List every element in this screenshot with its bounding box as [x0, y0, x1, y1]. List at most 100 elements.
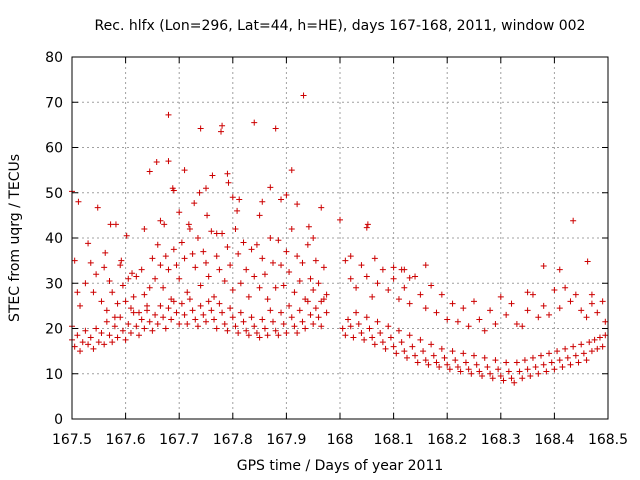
data-point [479, 373, 486, 380]
data-point [225, 179, 232, 186]
data-point [323, 309, 330, 316]
data-point [235, 330, 242, 337]
data-point [235, 250, 242, 257]
data-point [508, 375, 515, 382]
data-point [267, 235, 274, 241]
data-point [133, 323, 140, 330]
data-point [77, 302, 84, 309]
data-point [412, 273, 419, 280]
data-point [484, 363, 491, 370]
data-point [503, 359, 510, 366]
data-point [519, 375, 526, 382]
data-point [152, 275, 159, 282]
data-point [237, 280, 244, 287]
x-axis-label: GPS time / Days of year 2011 [237, 458, 444, 474]
data-point [457, 368, 464, 375]
data-point [353, 309, 360, 316]
data-point [283, 330, 290, 337]
data-point [364, 221, 371, 228]
data-point [189, 307, 196, 314]
data-point [203, 185, 209, 192]
data-point [111, 323, 118, 330]
data-point [138, 316, 145, 323]
data-point [310, 235, 317, 241]
data-point [337, 216, 343, 223]
data-point [304, 241, 311, 248]
data-point [102, 249, 109, 256]
data-point [118, 257, 125, 264]
data-point [243, 266, 250, 273]
data-point [513, 320, 520, 327]
data-point [487, 370, 494, 377]
data-point [98, 330, 105, 337]
data-point [94, 204, 101, 211]
data-point [130, 309, 137, 316]
data-point [216, 266, 223, 273]
data-point [270, 259, 276, 266]
data-point [186, 296, 193, 303]
y-tick-label: 10 [45, 367, 63, 383]
data-point [385, 287, 392, 294]
data-point [422, 305, 429, 312]
data-point [229, 194, 236, 201]
data-point [353, 284, 360, 291]
data-point [165, 158, 172, 165]
data-point [358, 330, 365, 337]
data-point [591, 336, 598, 343]
data-point [318, 323, 325, 330]
data-point [93, 325, 100, 332]
data-point [267, 184, 274, 191]
data-point [406, 300, 413, 307]
data-point [390, 343, 397, 350]
data-point [390, 264, 397, 271]
data-point [487, 307, 494, 314]
data-point [165, 305, 172, 312]
data-point [176, 320, 183, 327]
data-point [234, 207, 241, 214]
data-point [181, 255, 188, 262]
data-point [462, 359, 469, 366]
data-point [449, 348, 456, 355]
data-point [122, 336, 129, 343]
data-point [194, 323, 201, 330]
data-point [146, 318, 153, 325]
axis-ticks: 167.5 167.6 167.7 167.8 167.9 168 168.1 168.2 16… [45, 50, 628, 448]
y-tick-label: 70 [45, 95, 63, 111]
data-point [540, 263, 547, 270]
chart-title: Rec. hlfx (Lon=296, Lat=44, h=HE), days … [95, 18, 586, 34]
data-point [540, 302, 547, 309]
data-point [211, 316, 218, 323]
data-point [90, 289, 97, 296]
data-point [197, 302, 204, 309]
data-point [154, 241, 161, 248]
data-point [452, 357, 459, 364]
x-tick-label: 167.8 [213, 432, 253, 448]
data-point [433, 359, 440, 366]
data-point [425, 361, 432, 368]
data-point [103, 318, 110, 325]
data-point [575, 359, 582, 366]
data-point [170, 187, 177, 194]
data-point [272, 125, 279, 132]
data-point [347, 323, 354, 330]
data-point [197, 125, 204, 132]
data-point [387, 334, 394, 341]
data-point [420, 348, 427, 355]
data-point [395, 296, 402, 303]
data-point [112, 221, 119, 228]
data-point [232, 225, 239, 232]
data-point [232, 323, 239, 330]
data-point [162, 253, 169, 260]
data-point [275, 237, 282, 244]
data-point [205, 298, 212, 305]
data-point [342, 332, 349, 339]
data-point [209, 172, 216, 179]
data-point [288, 167, 295, 174]
data-point [227, 305, 234, 312]
x-tick-label: 168.4 [534, 432, 574, 448]
data-point [572, 291, 579, 298]
data-point [85, 240, 92, 247]
data-point [261, 271, 268, 278]
data-point [422, 357, 429, 364]
data-point [476, 316, 483, 323]
